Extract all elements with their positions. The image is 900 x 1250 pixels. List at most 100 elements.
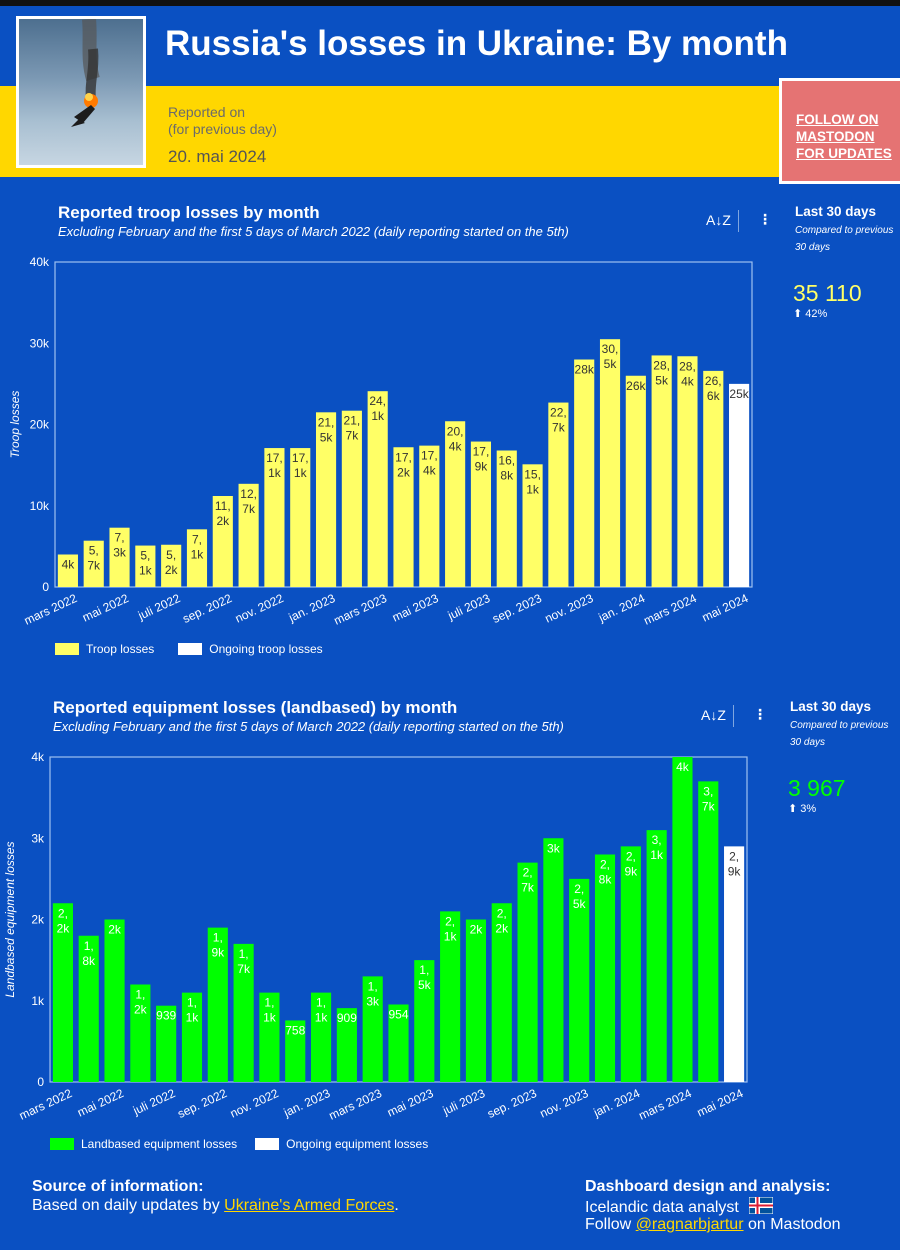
follow-mastodon-label[interactable]: FOLLOW ON MASTODON FOR UPDATES — [796, 112, 892, 161]
equipment-data-label: 2k — [108, 923, 122, 937]
equipment-bar — [724, 846, 745, 1082]
equipment-bar — [440, 911, 461, 1082]
troop-bar — [522, 464, 543, 587]
reported-sublabel: (for previous day) — [168, 121, 277, 137]
troop-x-tick-label: nov. 2022 — [233, 591, 286, 626]
troop-data-label: 24, 1k — [369, 394, 386, 423]
source-heading: Source of information: — [32, 1178, 204, 1195]
equipment-data-label: 939 — [156, 1009, 176, 1023]
more-menu-icon[interactable]: ⋮ — [758, 211, 772, 227]
follow-mastodon-button[interactable]: FOLLOW ON MASTODON FOR UPDATES — [779, 78, 900, 184]
equipment-data-label: 1, 7k — [237, 947, 251, 976]
equipment-y-tick-label: 4k — [31, 750, 45, 764]
troop-chart-title: Reported troop losses by month — [58, 203, 320, 222]
reported-date: 20. mai 2024 — [168, 147, 267, 166]
troop-bar — [367, 391, 388, 587]
equipment-bar — [698, 781, 719, 1082]
troop-bar — [393, 447, 414, 587]
sort-az-icon[interactable]: A↓Z — [701, 707, 726, 723]
troop-x-tick-label: mars 2022 — [22, 591, 80, 628]
troop-x-tick-label: sep. 2023 — [490, 591, 544, 626]
mastodon-handle-link[interactable]: @ragnarbjartur — [635, 1216, 744, 1233]
troop-data-label: 22, 7k — [550, 406, 567, 435]
troop-data-label: 15, 1k — [524, 467, 541, 496]
troop-data-label: 5, 7k — [87, 544, 101, 573]
equipment-bar — [620, 846, 641, 1082]
troop-x-tick-label: mai 2023 — [390, 591, 441, 625]
troop-data-label: 28, 4k — [679, 359, 696, 388]
equipment-bar — [310, 992, 332, 1082]
troop-bar — [496, 450, 517, 587]
sort-az-icon[interactable]: A↓Z — [706, 212, 731, 228]
design-follow-line: Follow @ragnarbjartur on Mastodon — [585, 1216, 841, 1234]
troop-bar — [703, 370, 724, 587]
equipment-data-label: 3, 1k — [650, 833, 664, 862]
equipment-data-label: 1, 5k — [418, 963, 432, 992]
equipment-chart-title: Reported equipment losses (landbased) by… — [53, 698, 458, 717]
equipment-data-label: 2k — [470, 923, 484, 937]
equipment-legend-label: Landbased equipment losses — [81, 1137, 238, 1151]
equipment-side-change: ⬆ 3% — [788, 803, 817, 815]
equipment-side-value: 3 967 — [788, 775, 846, 801]
troop-data-label: 17, 4k — [421, 449, 438, 478]
troop-data-label: 28, 5k — [653, 358, 670, 387]
equipment-data-label: 1, 8k — [82, 939, 96, 968]
page-title: Russia's losses in Ukraine: By month — [165, 24, 788, 63]
design-end: on Mastodon — [747, 1216, 841, 1233]
equipment-x-tick-label: nov. 2023 — [538, 1086, 591, 1121]
troop-data-label: 17, 2k — [395, 450, 412, 479]
equipment-bar — [233, 943, 254, 1082]
more-menu-icon[interactable]: ⋮ — [753, 706, 767, 722]
troop-side-change: ⬆ 42% — [793, 308, 828, 320]
ongoing-troop-legend-swatch — [178, 643, 203, 655]
troop-data-label: 17, 9k — [473, 445, 490, 474]
equipment-side-title: Last 30 days — [790, 699, 872, 714]
troop-data-label: 5, 2k — [165, 548, 179, 577]
equipment-bar — [130, 984, 151, 1082]
troop-side-compare: Compared to previous 30 days — [795, 225, 894, 253]
equipment-bar — [388, 1004, 409, 1082]
troop-bar — [677, 356, 698, 587]
equipment-x-tick-label: mai 2023 — [385, 1086, 436, 1120]
troop-data-label: 16, 8k — [498, 454, 515, 483]
ongoing-equipment-legend-swatch — [255, 1138, 280, 1150]
troop-bar — [625, 375, 646, 587]
troop-bar — [729, 383, 750, 587]
troop-bar — [161, 544, 182, 587]
equipment-bar — [362, 976, 383, 1082]
equipment-bar — [181, 992, 203, 1082]
equipment-bar — [207, 927, 228, 1082]
troop-x-tick-label: mars 2024 — [641, 591, 699, 628]
equipment-data-label: 954 — [388, 1007, 408, 1021]
equipment-x-tick-label: sep. 2022 — [175, 1086, 229, 1121]
troop-x-tick-label: jan. 2023 — [286, 591, 338, 625]
equipment-bar — [156, 1005, 177, 1082]
troop-y-tick-label: 40k — [30, 255, 50, 269]
troop-x-tick-label: nov. 2023 — [543, 591, 596, 626]
troop-bar — [445, 421, 466, 587]
troop-data-label: 5, 1k — [139, 549, 153, 578]
equipment-x-tick-label: juli 2023 — [440, 1086, 488, 1118]
equipment-bar — [285, 1020, 306, 1082]
design-follow: Follow — [585, 1216, 632, 1233]
troop-data-label: 26, 6k — [705, 374, 722, 403]
source-prefix: Based on daily updates by — [32, 1197, 220, 1214]
equipment-y-tick-label: 2k — [31, 913, 45, 927]
equipment-y-axis-label: Landbased equipment losses — [3, 841, 17, 997]
toolbar-divider — [733, 705, 734, 727]
equipment-bar — [465, 919, 487, 1082]
equipment-data-label: 1, 9k — [211, 931, 225, 960]
troop-legend-swatch — [55, 643, 79, 655]
troop-data-label: 7, 1k — [191, 532, 205, 561]
troop-x-tick-label: sep. 2022 — [180, 591, 234, 626]
troop-data-label: 20, 4k — [447, 424, 464, 453]
troop-losses-chart: 0 10k 20k 30k 40k Troop losses 4k 5, 7k 7, 3k 5, 1k 5… — [8, 255, 753, 628]
equipment-data-label: 1, 1k — [263, 996, 277, 1025]
source-link[interactable]: Ukraine's Armed Forces — [224, 1197, 395, 1214]
equipment-data-label: 2, 5k — [573, 882, 587, 911]
equipment-data-label: 3k — [547, 841, 561, 855]
troop-bar — [419, 445, 440, 587]
equipment-data-label: 2, 7k — [521, 866, 535, 895]
equipment-x-tick-label: nov. 2022 — [228, 1086, 281, 1121]
equipment-side-pct: 3% — [800, 803, 817, 815]
